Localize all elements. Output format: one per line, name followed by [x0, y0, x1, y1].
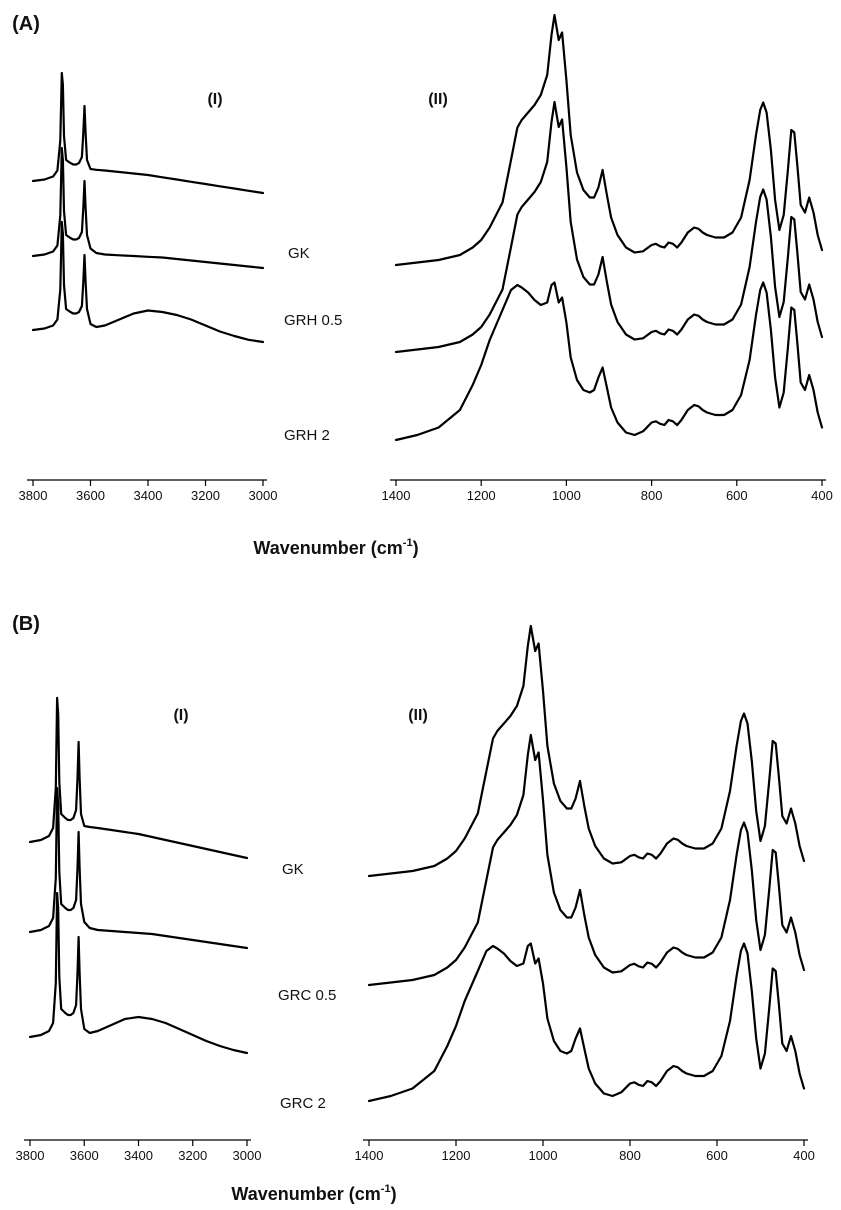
x-tick-label: 3000 [233, 1148, 262, 1163]
x-tick-label: 1400 [382, 488, 411, 503]
spectrum-line-grc-0-5 [28, 786, 249, 950]
x-tick-label: 600 [706, 1148, 728, 1163]
x-tick-label: 3600 [70, 1148, 99, 1163]
spectrum-line-grc-2 [367, 942, 806, 1103]
x-tick-label: 1000 [552, 488, 581, 503]
sample-label-gk: GK [288, 245, 310, 262]
sample-label-grc-0-5: GRC 0.5 [278, 987, 336, 1004]
panel-letter: (B) [12, 613, 40, 635]
panel-letter: (A) [12, 13, 40, 35]
subplot-label: (II) [428, 91, 448, 108]
x-axis-title: Wavenumber (cm-1) [253, 537, 418, 558]
x-tick-label: 1200 [467, 488, 496, 503]
panel-b: (B) (I) 3800 3600 3400 3200 3000 (II) 1400 1200 10… [12, 613, 815, 1204]
x-tick-label: 600 [726, 488, 748, 503]
x-tick-label: 3200 [191, 488, 220, 503]
x-axis-title-close: ) [413, 538, 419, 558]
x-axis-title-close: ) [391, 1184, 397, 1204]
x-tick-label: 3600 [76, 488, 105, 503]
figure-panels: (A) (I) 3800 3600 3400 3200 3000 (II) 1400 1200 10… [12, 13, 833, 1204]
spectrum-line-gk [31, 71, 265, 195]
sample-label-gk: GK [282, 861, 304, 878]
panel-b-subplot-2: (II) 1400 1200 1000 800 600 400 [355, 624, 815, 1163]
x-axis-title: Wavenumber (cm-1) [231, 1183, 396, 1204]
x-tick-label: 800 [619, 1148, 641, 1163]
spectrum-line-grh-2 [31, 220, 265, 344]
subplot-label: (I) [173, 707, 188, 724]
spectrum-line-grh-0-5 [31, 146, 265, 270]
x-tick-label: 400 [793, 1148, 815, 1163]
subplot-label: (I) [207, 91, 222, 108]
panel-b-subplot-1: (I) 3800 3600 3400 3200 3000 [16, 696, 262, 1163]
x-axis-title-main: Wavenumber (cm [253, 538, 402, 558]
panel-a-subplot-2: (II) 1400 1200 1000 800 600 400 [382, 13, 833, 503]
x-tick-label: 800 [641, 488, 663, 503]
x-tick-label: 400 [811, 488, 833, 503]
x-tick-label: 3800 [16, 1148, 45, 1163]
sample-label-grh-0-5: GRH 0.5 [284, 312, 342, 329]
panel-a: (A) (I) 3800 3600 3400 3200 3000 (II) 1400 1200 10… [12, 13, 833, 558]
x-tick-label: 3000 [249, 488, 278, 503]
spectrum-line-gk [394, 13, 824, 267]
x-tick-label: 1000 [529, 1148, 558, 1163]
x-tick-label: 3200 [178, 1148, 207, 1163]
sample-label-grh-2: GRH 2 [284, 427, 330, 444]
spectrum-line-gk [367, 624, 806, 878]
spectrum-line-grh-0-5 [394, 100, 824, 354]
panel-a-subplot-1: (I) 3800 3600 3400 3200 3000 [19, 71, 278, 503]
x-tick-label: 3800 [19, 488, 48, 503]
spectrum-line-grh-2 [394, 281, 824, 442]
spectrum-line-gk [28, 696, 249, 860]
x-axis-title-superscript: -1 [403, 537, 413, 549]
spectrum-line-grc-0-5 [367, 733, 806, 987]
sample-label-grc-2: GRC 2 [280, 1095, 326, 1112]
x-tick-label: 3400 [134, 488, 163, 503]
x-tick-label: 1400 [355, 1148, 384, 1163]
spectrum-line-grc-2 [28, 891, 249, 1055]
subplot-label: (II) [408, 707, 428, 724]
x-tick-label: 3400 [124, 1148, 153, 1163]
x-axis-title-superscript: -1 [381, 1183, 391, 1195]
x-axis-title-main: Wavenumber (cm [231, 1184, 380, 1204]
x-tick-label: 1200 [442, 1148, 471, 1163]
